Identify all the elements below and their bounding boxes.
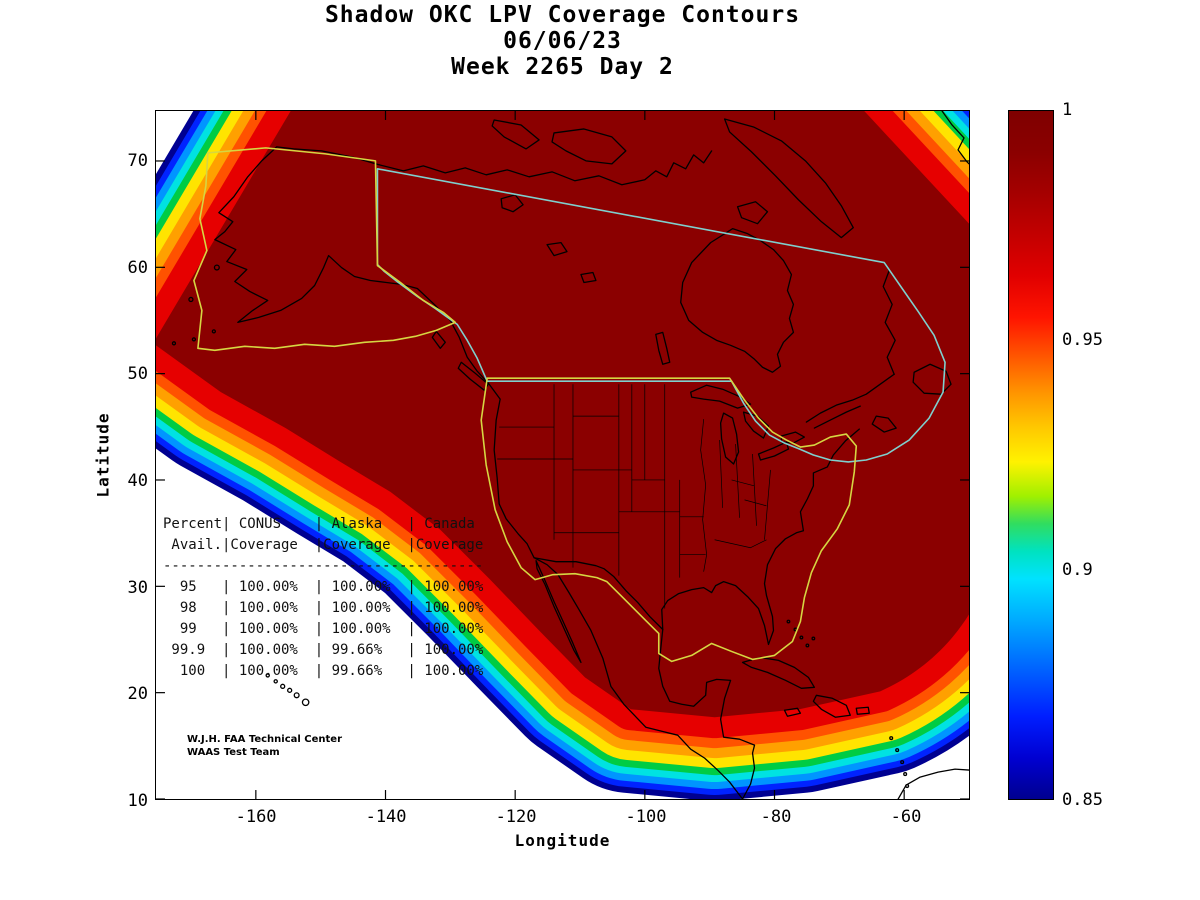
x-tick-label: -160: [235, 807, 277, 827]
island-bahamas: [786, 619, 791, 624]
figure-date: 06/06/23: [503, 28, 622, 54]
coverage-summary-table: Percent| CONUS | Alaska | Canada Avail.|…: [163, 516, 484, 679]
coast-greenland-corner: [941, 111, 969, 165]
x-axis-label: Longitude: [514, 831, 611, 850]
colorbar-tick-label: 1: [1062, 100, 1073, 120]
island-antilles: [903, 772, 908, 777]
contour-interior: [156, 111, 969, 718]
y-axis-label: Latitude: [93, 412, 113, 498]
island-cuba: [741, 656, 816, 689]
y-tick-label: 10: [127, 791, 148, 811]
coast-south-america: [897, 768, 969, 799]
island-southampton: [736, 201, 769, 225]
x-tick-label: -80: [760, 807, 792, 827]
island-antilles: [900, 760, 905, 765]
y-tick-label: 50: [127, 364, 148, 385]
contour-bands: [156, 111, 969, 799]
coastline-layer: [171, 111, 969, 799]
colorbar-tick-label: 0.85: [1062, 790, 1103, 810]
y-tick-label: 30: [127, 577, 148, 598]
island-hawaii: [273, 679, 278, 684]
figure-title: Shadow OKC LPV Coverage Contours: [324, 2, 801, 28]
lake-superior: [690, 384, 752, 409]
island-hawaii-big: [301, 698, 310, 707]
island-queen-charlotte: [431, 330, 446, 349]
conus-region-path: [480, 377, 858, 663]
lake-winnipeg: [655, 331, 671, 365]
coast-arctic-mainland: [378, 150, 713, 186]
y-tick-label: 70: [127, 151, 148, 172]
island-baffin: [723, 118, 854, 239]
island-hawaii: [287, 687, 293, 693]
island-victoria: [551, 128, 627, 165]
lake-great-bear: [500, 194, 524, 213]
island-antilles: [905, 783, 910, 789]
island-hawaii: [293, 692, 300, 699]
credit-line-2: WAAS Test Team: [187, 747, 280, 758]
colorbar-tick-label: 0.95: [1062, 330, 1103, 350]
island-bahamas: [811, 636, 816, 641]
y-tick-label: 40: [127, 471, 148, 492]
island-antilles: [889, 736, 894, 741]
y-tick-label: 60: [127, 257, 148, 278]
island-bahamas: [805, 643, 810, 648]
coast-alaska-west-mexico: [214, 146, 744, 799]
alaska-region-path: [193, 147, 457, 352]
border-us-mexico: [533, 557, 664, 631]
island-hawaii: [265, 673, 270, 678]
coast-nova-scotia: [871, 415, 897, 433]
lake-great-slave: [546, 241, 568, 257]
title-block: Shadow OKC LPV Coverage Contours 06/06/2…: [155, 2, 970, 80]
colorbar: [1008, 110, 1054, 800]
conus-alaska-region-outlines: [193, 147, 858, 663]
credit-line-1: W.J.H. FAA Technical Center: [187, 734, 343, 745]
island-bering: [188, 296, 194, 303]
island-vancouver: [457, 361, 489, 391]
island-antilles: [895, 748, 900, 753]
figure-week-day: Week 2265 Day 2: [451, 54, 674, 80]
map-plot-area: -160 -140 -120 -100 -80 -60 70 60 50 40 30 20 10: [128, 110, 970, 827]
lake-michigan: [719, 412, 740, 465]
island-puerto-rico: [855, 706, 870, 715]
coast-newfoundland: [912, 363, 952, 395]
island-nunivak: [213, 264, 220, 271]
x-tick-label: -100: [625, 807, 667, 827]
y-tick-label: 20: [127, 684, 148, 705]
coast-hudson-bay: [680, 228, 795, 373]
state-borders-layer: [497, 384, 771, 609]
coverage-map-svg: [156, 111, 969, 799]
coast-gulf-atlantic: [658, 428, 860, 799]
x-tick-label: -140: [365, 807, 407, 827]
axis-tick-marks: [156, 111, 969, 799]
coast-st-lawrence: [805, 373, 895, 429]
colorbar-tick-label: 0.9: [1062, 560, 1093, 580]
island-aleutian: [191, 337, 197, 342]
island-hispaniola: [812, 694, 851, 718]
lake-erie: [757, 441, 790, 461]
island-hawaii: [280, 683, 286, 689]
island-aleutian: [171, 341, 177, 346]
island-bahamas: [799, 635, 804, 640]
lake-athabasca: [580, 271, 597, 284]
state-borders: [497, 384, 771, 609]
x-tick-label: -60: [890, 807, 922, 827]
island-jamaica: [783, 707, 802, 717]
x-tick-label: -120: [495, 807, 537, 827]
coast-labrador: [882, 261, 896, 375]
island-banks: [491, 119, 540, 150]
coast-baja: [535, 560, 582, 664]
island-aleutian: [211, 329, 217, 334]
